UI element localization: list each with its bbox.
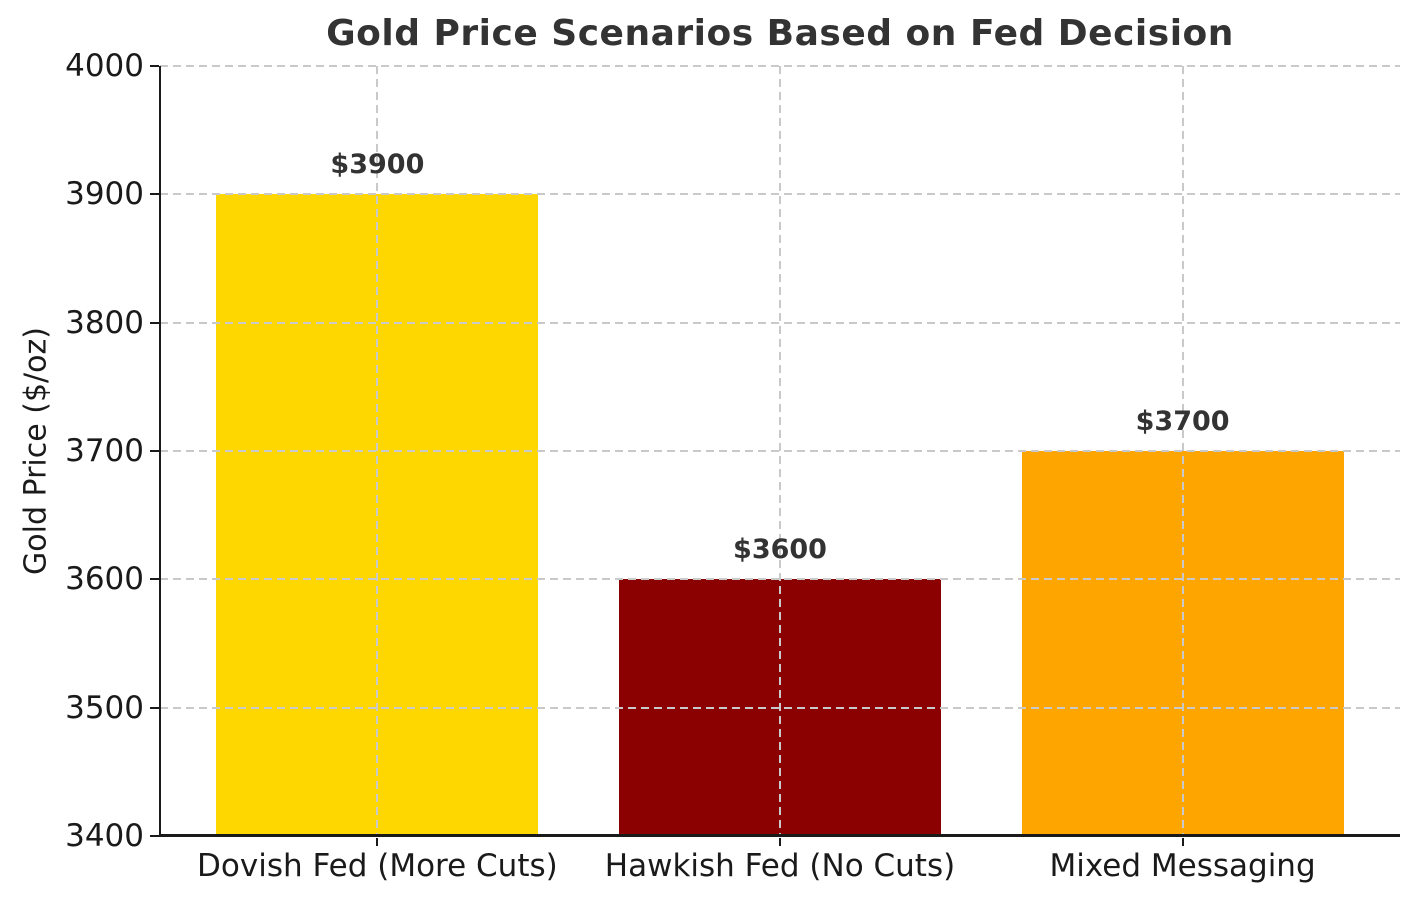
- y-tick-mark: [150, 578, 159, 581]
- bar-value-label: $3900: [330, 149, 425, 181]
- y-tick-mark: [150, 450, 159, 452]
- plot-area: 3400 3500 3600 3700 3800 3900 4000 $3900 Dovish …: [65, 48, 1400, 884]
- x-tick-mark: [779, 838, 781, 846]
- y-tick-label: 3800: [65, 304, 144, 341]
- y-tick-mark: [150, 835, 159, 837]
- y-tick-label: 3500: [65, 689, 144, 726]
- x-axis-spine: [159, 834, 1400, 837]
- x-tick-mark: [376, 838, 379, 846]
- y-tick-label: 3400: [65, 818, 144, 854]
- x-tick-mark: [1181, 838, 1184, 846]
- gridline-vertical: [376, 66, 379, 836]
- gridline-vertical: [779, 66, 781, 836]
- gridline-vertical: [1181, 66, 1184, 836]
- y-tick-mark: [150, 321, 159, 324]
- y-axis-spine: [159, 66, 161, 836]
- y-axis-label: Gold Price ($/oz): [18, 327, 54, 575]
- bar-value-label: $3700: [1135, 406, 1230, 437]
- y-tick-label: 3900: [65, 176, 144, 213]
- y-tick-mark: [150, 193, 159, 196]
- y-tick-mark: [150, 706, 159, 709]
- x-tick-label: Dovish Fed (More Cuts): [197, 848, 558, 884]
- y-tick-label: 3600: [65, 561, 144, 598]
- y-tick-mark: [150, 65, 159, 67]
- x-tick-label: Hawkish Fed (No Cuts): [604, 848, 956, 884]
- chart-title: Gold Price Scenarios Based on Fed Decisi…: [326, 13, 1234, 54]
- x-tick-label: Mixed Messaging: [1049, 848, 1316, 884]
- bar-value-label: $3600: [733, 534, 827, 566]
- y-tick-label: 3700: [65, 433, 144, 469]
- y-tick-label: 4000: [65, 48, 144, 84]
